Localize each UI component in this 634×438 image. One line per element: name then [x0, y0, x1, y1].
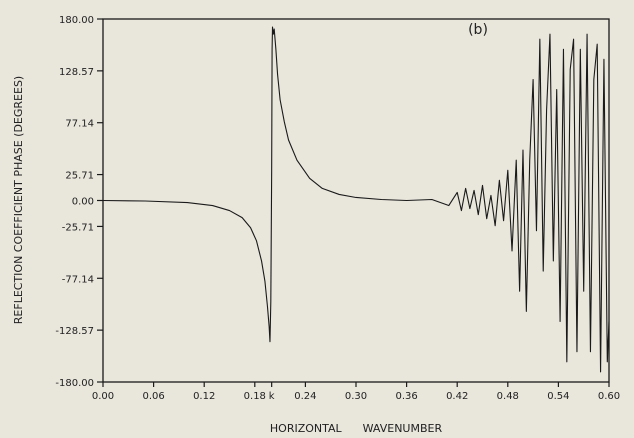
x-tick-label: 0.60 [598, 391, 620, 402]
x-tick-label: 0.24 [294, 391, 316, 402]
x-tick-label: 0.48 [497, 391, 519, 402]
x-tick-label: 0.18 [244, 391, 266, 402]
y-axis-label: REFLECTION COEFFICIENT PHASE (DEGREES) [12, 76, 25, 324]
y-tick-label: -25.71 [62, 222, 94, 233]
x-tick-label: 0.36 [395, 391, 417, 402]
y-tick-label: 0.00 [72, 197, 94, 208]
plot-frame [102, 18, 610, 383]
y-tick-label: 128.57 [59, 67, 94, 78]
y-axis-ticks: 180.00 128.57 77.14 25.71 0.00 -25.71 -77.14 -1… [55, 15, 103, 389]
x-axis-ticks: 0.00 0.06 0.12 0.18 k 0.24 0.30 0.36 0.42 0.48 0.5… [92, 382, 620, 402]
x-tick-label: k [269, 391, 275, 402]
x-tick-label: 0.42 [446, 391, 468, 402]
y-tick-label: -77.14 [62, 274, 94, 285]
y-tick-label: 77.14 [65, 119, 94, 130]
x-tick-label: 0.54 [547, 391, 569, 402]
y-tick-label: -180.00 [55, 378, 94, 389]
x-tick-label: 0.12 [193, 391, 215, 402]
x-axis-label: HORIZONTAL WAVENUMBER [270, 422, 443, 435]
x-tick-label: 0.06 [142, 391, 164, 402]
y-tick-label: 180.00 [59, 15, 94, 26]
y-tick-label: -128.57 [55, 326, 94, 337]
series-line-0 [102, 26, 610, 373]
y-tick-label: 25.71 [65, 171, 94, 182]
x-tick-label: 0.30 [345, 391, 367, 402]
x-tick-label: 0.00 [92, 391, 114, 402]
panel-label: (b) [468, 22, 488, 38]
series-layer [102, 26, 610, 373]
